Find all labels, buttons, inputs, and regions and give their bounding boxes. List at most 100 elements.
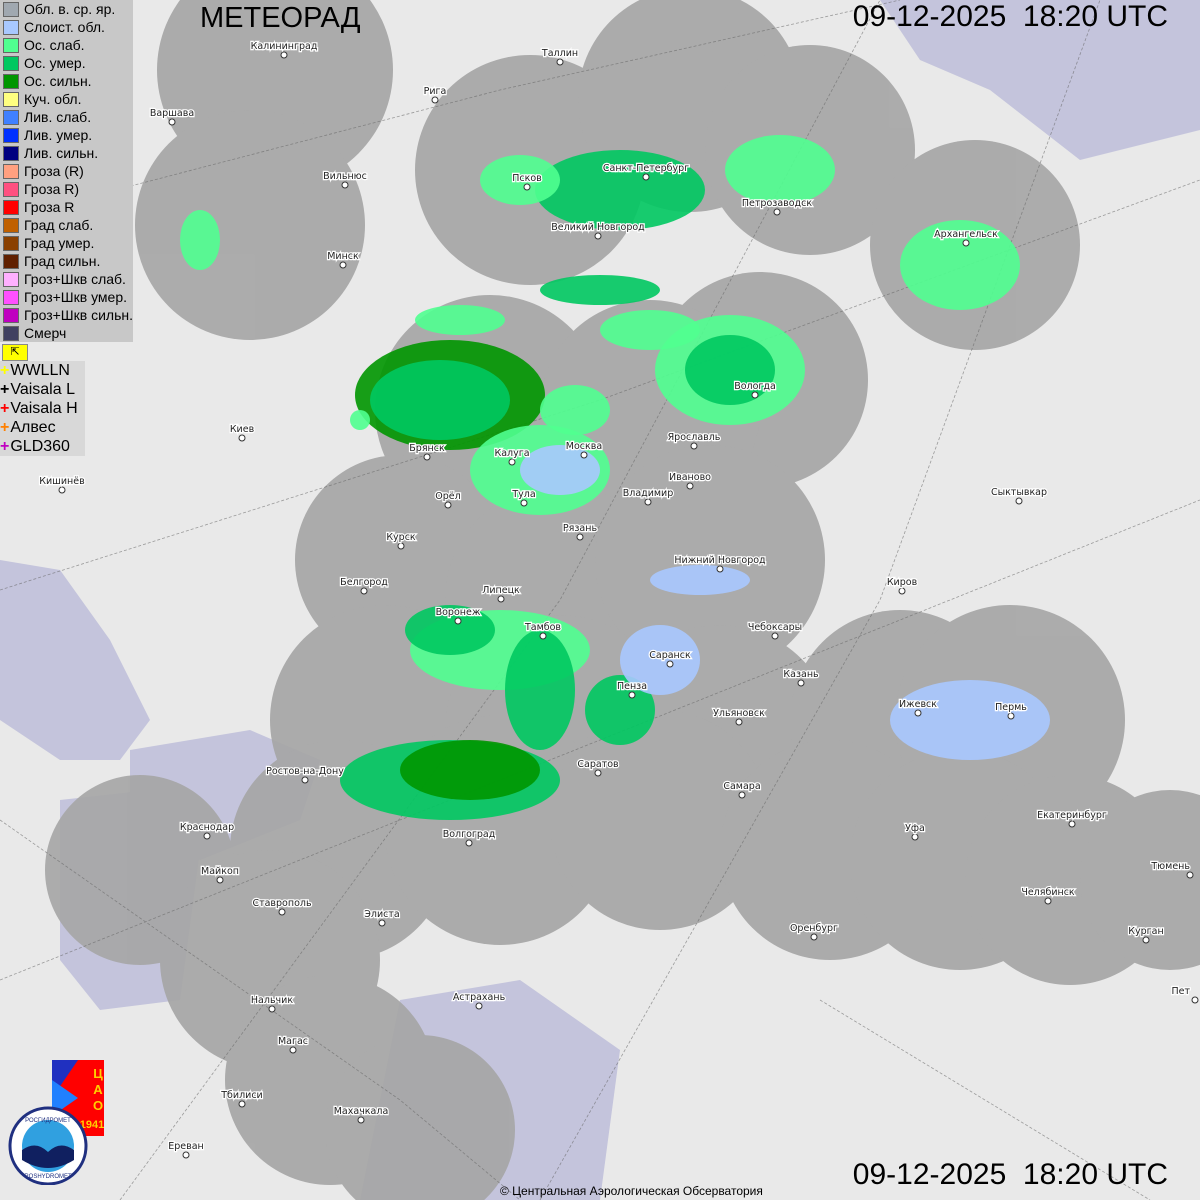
city-dot-icon xyxy=(735,718,743,726)
city-dot-icon xyxy=(497,595,505,603)
city-dot-icon xyxy=(444,501,452,509)
city-label: Элиста xyxy=(364,909,399,920)
city-label: Вильнюс xyxy=(323,171,367,182)
precip-echo xyxy=(400,740,540,800)
precip-echo xyxy=(480,155,560,205)
city-label: Псков xyxy=(512,173,542,184)
city-label: Киров xyxy=(887,577,918,588)
city: Краснодар xyxy=(179,821,235,840)
legend-label: Гроз+Шкв сильн. xyxy=(24,307,133,323)
city: Ростов-на-Дону xyxy=(265,765,345,784)
lightning-label: GLD360 xyxy=(10,438,70,455)
city: Вильнюс xyxy=(322,170,368,189)
lightning-label: WWLLN xyxy=(10,362,70,379)
legend-item: Град сильн. xyxy=(0,252,133,270)
precip-echo xyxy=(505,630,575,750)
city-label: Пенза xyxy=(617,681,647,692)
city-dot-icon xyxy=(628,691,636,699)
city-label: Челябинск xyxy=(1021,887,1075,898)
city-dot-icon xyxy=(203,832,211,840)
city-dot-icon xyxy=(773,208,781,216)
city-dot-icon xyxy=(339,261,347,269)
city: Саратов xyxy=(576,758,620,777)
precip-echo xyxy=(685,335,775,405)
city: Пермь xyxy=(994,701,1029,720)
crosshair-icon: + xyxy=(0,419,10,436)
city: Рязань xyxy=(562,522,599,541)
legend-item: Лив. умер. xyxy=(0,126,133,144)
precip-echo xyxy=(370,360,510,440)
city-dot-icon xyxy=(1068,820,1076,828)
city-label: Сыктывкар xyxy=(991,487,1047,498)
legend-item: Гроза R xyxy=(0,198,133,216)
city: Варшава xyxy=(149,107,195,126)
legend-item: Ос. умер. xyxy=(0,54,133,72)
city-label: Липецк xyxy=(482,585,520,596)
city-dot-icon xyxy=(962,239,970,247)
legend-label: Гроза R) xyxy=(24,181,80,197)
city: Петрозаводск xyxy=(741,197,814,216)
radar-circle xyxy=(595,445,825,675)
svg-text:РОСГИДРОМЕТ: РОСГИДРОМЕТ xyxy=(25,1118,71,1124)
city-dot-icon xyxy=(357,1116,365,1124)
city: Белгород xyxy=(339,576,390,595)
city-label: Москва xyxy=(566,441,602,452)
city-dot-icon xyxy=(810,933,818,941)
city: Рига xyxy=(422,85,448,104)
lightning-toggle-button[interactable]: ⇱ xyxy=(2,344,28,361)
city-dot-icon xyxy=(360,587,368,595)
precip-echo xyxy=(890,680,1050,760)
legend-swatch xyxy=(3,235,19,251)
city-label: Киев xyxy=(230,424,255,435)
logos: Ц А О 1941 РОСГИДРОМЕТ ROSHYDROMET xyxy=(8,1060,104,1185)
lightning-label: Vaisala H xyxy=(10,400,78,417)
city: Челябинск xyxy=(1020,886,1076,905)
roshydromet-logo: РОСГИДРОМЕТ ROSHYDROMET xyxy=(8,1106,88,1185)
city: Ярославль xyxy=(666,431,722,450)
legend-swatch xyxy=(3,271,19,287)
svg-text:1941: 1941 xyxy=(80,1119,104,1131)
city-dot-icon xyxy=(642,173,650,181)
precip-echo xyxy=(585,675,655,745)
city: Ставрополь xyxy=(251,897,313,916)
precip-echo xyxy=(540,275,660,305)
city-label: Калуга xyxy=(494,448,529,459)
city-label: Архангельск xyxy=(934,229,998,240)
city: Элиста xyxy=(363,908,401,927)
city: Воронеж xyxy=(434,606,482,625)
city-dot-icon xyxy=(666,660,674,668)
city-label: Владимир xyxy=(623,488,674,499)
city-dot-icon xyxy=(771,632,779,640)
city-label: Саранск xyxy=(649,650,691,661)
svg-text:Ц: Ц xyxy=(93,1066,103,1081)
city-dot-icon xyxy=(738,791,746,799)
city-dot-icon xyxy=(1142,936,1150,944)
radar-circle xyxy=(550,710,770,930)
legend-swatch xyxy=(3,217,19,233)
city: Липецк xyxy=(481,584,521,603)
precip-echo xyxy=(900,220,1020,310)
legend-item: Слоист. обл. xyxy=(0,18,133,36)
city: Уфа xyxy=(904,822,926,841)
city: Пенза xyxy=(616,680,648,699)
city: Кишинёв xyxy=(38,475,86,494)
city: Саранск xyxy=(648,649,692,668)
city-label: Кишинёв xyxy=(39,476,85,487)
legend-swatch xyxy=(3,73,19,89)
city: Ижевск xyxy=(898,698,939,717)
city-label: Тбилиси xyxy=(220,1090,262,1101)
city-dot-icon xyxy=(580,451,588,459)
crosshair-icon: + xyxy=(0,381,10,398)
city-label: Ижевск xyxy=(899,699,937,710)
city-dot-icon xyxy=(576,533,584,541)
legend-label: Град умер. xyxy=(24,235,95,251)
city: Архангельск xyxy=(933,228,999,247)
city: Екатеринбург xyxy=(1036,809,1108,828)
city-label: Ереван xyxy=(168,1141,204,1152)
precip-echo xyxy=(350,410,370,430)
city: Курск xyxy=(385,531,417,550)
legend-label: Ос. слаб. xyxy=(24,37,85,53)
city: Псков xyxy=(511,172,543,191)
city-dot-icon xyxy=(898,587,906,595)
